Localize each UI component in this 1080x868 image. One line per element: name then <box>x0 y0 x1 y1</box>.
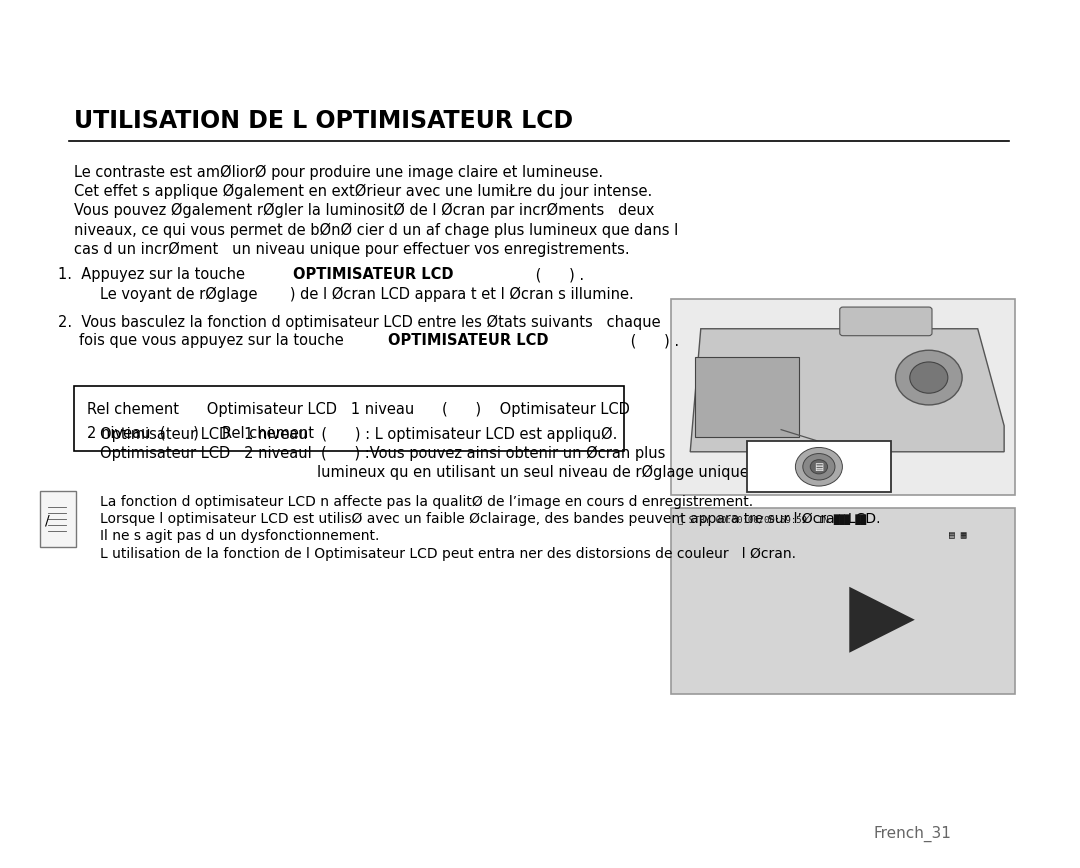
Text: 1.  Appuyez sur la touche: 1. Appuyez sur la touche <box>58 267 245 282</box>
Text: OPTIMISATEUR LCD: OPTIMISATEUR LCD <box>388 333 549 348</box>
Text: UTILISATION DE L OPTIMISATEUR LCD: UTILISATION DE L OPTIMISATEUR LCD <box>75 108 573 133</box>
Text: Rel chement      Optimisateur LCD   1 niveau      (      )    Optimisateur LCD: Rel chement Optimisateur LCD 1 niveau ( … <box>86 402 630 417</box>
Text: (      ) .: ( ) . <box>625 333 679 348</box>
FancyBboxPatch shape <box>40 491 76 547</box>
Circle shape <box>795 448 842 486</box>
Text: cas d un incrØment   un niveau unique pour effectuer vos enregistrements.: cas d un incrØment un niveau unique pour… <box>75 241 630 257</box>
FancyBboxPatch shape <box>746 441 891 492</box>
Circle shape <box>909 362 948 393</box>
FancyBboxPatch shape <box>75 386 623 451</box>
Polygon shape <box>849 587 915 653</box>
Text: La fonction d optimisateur LCD n affecte pas la qualitØ de l’image en cours d en: La fonction d optimisateur LCD n affecte… <box>100 495 754 509</box>
Text: Optimisateur LCD   2 niveaul  (      ) :Vous pouvez ainsi obtenir un Øcran plus: Optimisateur LCD 2 niveaul ( ) :Vous pou… <box>100 445 665 461</box>
FancyBboxPatch shape <box>840 307 932 336</box>
FancyBboxPatch shape <box>671 508 1015 694</box>
Text: Cet effet s applique Øgalement en extØrieur avec une lumiŁre du jour intense.: Cet effet s applique Øgalement en extØri… <box>75 184 652 200</box>
Polygon shape <box>690 329 1004 451</box>
Circle shape <box>895 350 962 404</box>
Text: ▤: ▤ <box>814 462 824 472</box>
Text: L utilisation de la fonction de l Optimisateur LCD peut entra ner des distorsion: L utilisation de la fonction de l Optimi… <box>100 547 796 561</box>
Circle shape <box>802 454 835 480</box>
FancyBboxPatch shape <box>671 299 1015 495</box>
Text: fois que vous appuyez sur la touche: fois que vous appuyez sur la touche <box>79 333 345 348</box>
Text: Optimisateur LCD   1 niveau   (      ) : L optimisateur LCD est appliquØ.: Optimisateur LCD 1 niveau ( ) : L optimi… <box>100 427 618 443</box>
Text: niveaux, ce qui vous permet de bØnØ cier d un af chage plus lumineux que dans l: niveaux, ce qui vous permet de bØnØ cier… <box>75 222 678 238</box>
Text: Le contraste est amØliorØ pour produire une image claire et lumineuse.: Le contraste est amØliorØ pour produire … <box>75 165 603 181</box>
Text: OPTIMISATEUR LCD: OPTIMISATEUR LCD <box>293 267 454 282</box>
FancyBboxPatch shape <box>696 357 798 437</box>
Text: Le voyant de rØglage       ) de l Øcran LCD appara t et l Øcran s illumine.: Le voyant de rØglage ) de l Øcran LCD ap… <box>100 286 634 302</box>
Text: Lorsque l optimisateur LCD est utilisØ avec un faible Øclairage, des bandes peuv: Lorsque l optimisateur LCD est utilisØ a… <box>100 512 881 526</box>
Text: 2.  Vous basculez la fonction d optimisateur LCD entre les Øtats suivants   chaq: 2. Vous basculez la fonction d optimisat… <box>58 314 661 330</box>
Text: 📹 STBY 00:00:00/00:59:59  IN ███ ██: 📹 STBY 00:00:00/00:59:59 IN ███ ██ <box>677 515 866 525</box>
Text: (      ) .: ( ) . <box>530 267 583 282</box>
Text: Il ne s agit pas d un dysfonctionnement.: Il ne s agit pas d un dysfonctionnement. <box>100 529 380 543</box>
Text: 2 niveau  (      )     Rel chement: 2 niveau ( ) Rel chement <box>86 425 313 440</box>
Text: French_31: French_31 <box>874 825 951 842</box>
Text: ▤ ▦: ▤ ▦ <box>949 530 967 541</box>
Text: /: / <box>45 514 50 528</box>
Text: lumineux qu en utilisant un seul niveau de rØglage uniquement.: lumineux qu en utilisant un seul niveau … <box>318 464 792 480</box>
Circle shape <box>810 460 827 474</box>
Text: Vous pouvez Øgalement rØgler la luminositØ de l Øcran par incrØments   deux: Vous pouvez Øgalement rØgler la luminosi… <box>75 203 654 219</box>
